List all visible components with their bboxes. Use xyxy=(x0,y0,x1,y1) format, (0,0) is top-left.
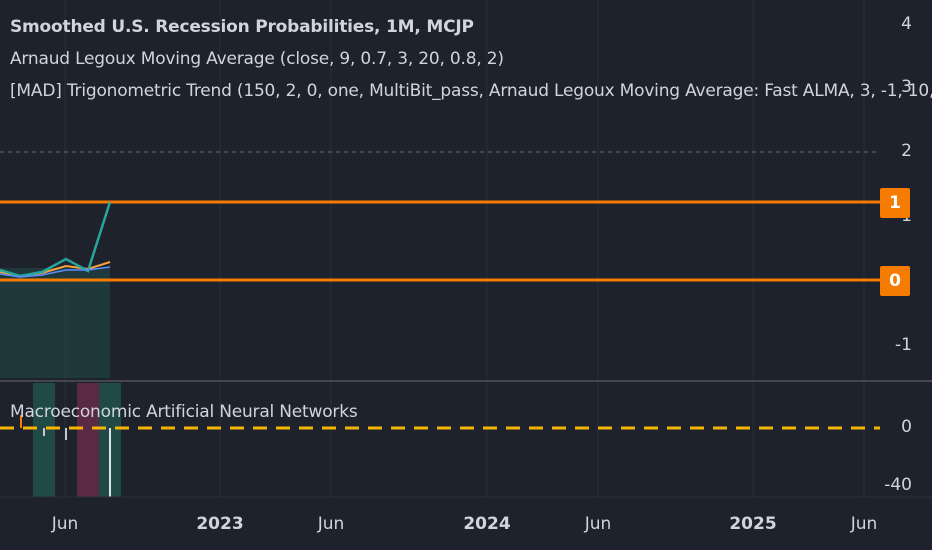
hist-spike-1 xyxy=(43,428,45,436)
x-tick-jun-2022: Jun xyxy=(51,514,79,534)
x-tick-2023: 2023 xyxy=(196,514,244,534)
mad-trend-series-line xyxy=(0,201,112,278)
y-tick-4: 4 xyxy=(901,14,912,34)
y-tick-neg1: -1 xyxy=(895,335,912,355)
hist-bar-magenta xyxy=(77,383,99,497)
hist-spike-2 xyxy=(65,428,67,440)
x-tick-2024: 2024 xyxy=(463,514,511,534)
hist-spike-3 xyxy=(109,428,111,497)
vertical-grid xyxy=(64,0,865,497)
legend-title[interactable]: Smoothed U.S. Recession Probabilities, 1… xyxy=(10,17,474,37)
blue-series-line xyxy=(0,266,111,278)
hist-spike-orange xyxy=(20,415,22,428)
level-badge-lower: 0 xyxy=(880,266,910,296)
trend-shade-area xyxy=(0,268,110,378)
legend-mann-indicator[interactable]: Macroeconomic Artificial Neural Networks xyxy=(10,402,358,422)
legend-mad-indicator[interactable]: [MAD] Trigonometric Trend (150, 2, 0, on… xyxy=(10,81,932,101)
level-badge-upper: 1 xyxy=(880,188,910,218)
y-tick-lower-neg40: -40 xyxy=(884,475,912,495)
x-tick-jun-2025: Jun xyxy=(850,514,878,534)
y-tick-lower-0: 0 xyxy=(901,417,912,437)
y-tick-3: 3 xyxy=(901,77,912,97)
hist-bar-teal-1 xyxy=(33,383,55,497)
x-tick-jun-2023: Jun xyxy=(317,514,345,534)
x-tick-2025: 2025 xyxy=(729,514,777,534)
x-tick-jun-2024: Jun xyxy=(584,514,612,534)
y-tick-2: 2 xyxy=(901,141,912,161)
legend-alma-indicator[interactable]: Arnaud Legoux Moving Average (close, 9, … xyxy=(10,49,504,69)
